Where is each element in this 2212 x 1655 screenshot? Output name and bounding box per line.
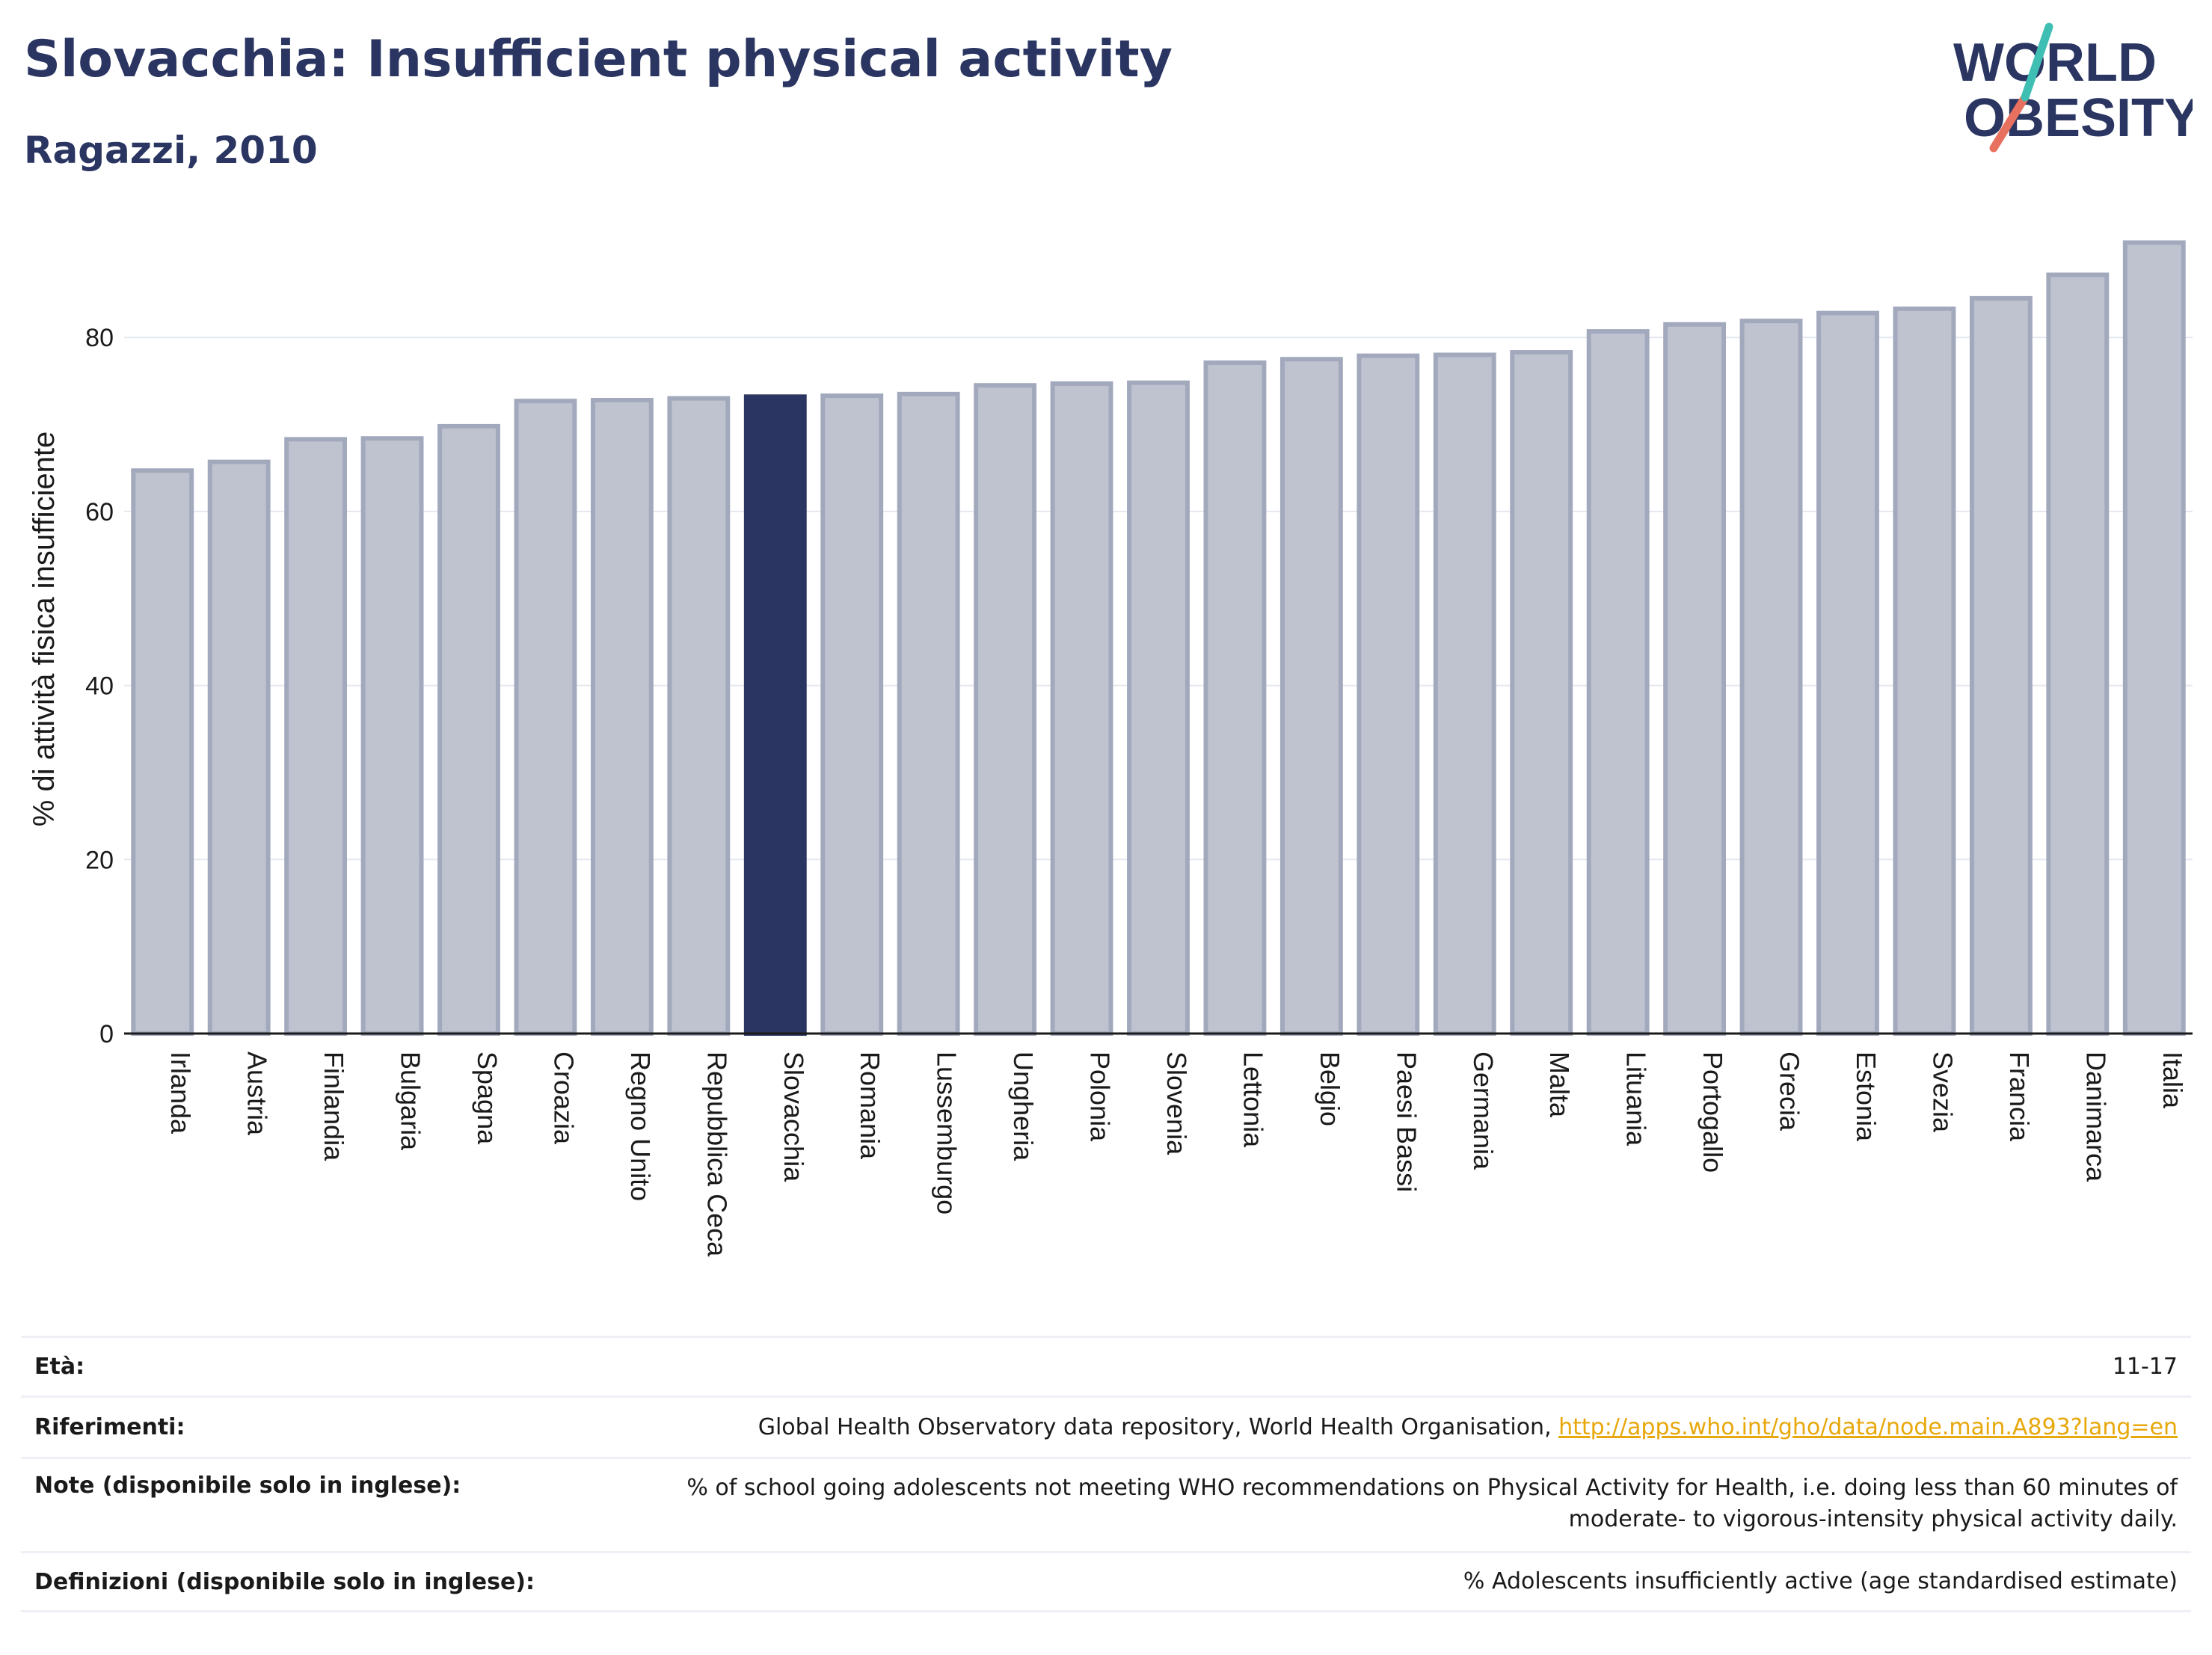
y-tick-label: 40 [85, 672, 114, 701]
bar-croazia [514, 399, 577, 1036]
bar-slovenia [1127, 380, 1190, 1037]
x-tick-label: Romania [855, 1051, 885, 1160]
bar-irlanda [131, 468, 194, 1036]
logo-line-1: WORLD [1953, 33, 2157, 93]
x-tick-label: Croazia [548, 1051, 579, 1145]
bar-italia [2122, 240, 2186, 1036]
x-tick-label: Paesi Bassi [1391, 1051, 1422, 1192]
x-tick-label: Slovenia [1161, 1051, 1192, 1155]
x-tick-label: Lettonia [1238, 1051, 1268, 1148]
bar-lettonia [1203, 360, 1267, 1036]
bar-francia [1969, 295, 2033, 1037]
page-subtitle: Ragazzi, 2010 [24, 129, 318, 172]
bar-bulgaria [360, 436, 424, 1036]
info-label-definitions: Definizioni (disponibile solo in inglese… [34, 1568, 535, 1595]
x-tick-label: Bulgaria [396, 1051, 426, 1151]
info-row-references: Riferimenti: Global Health Observatory d… [21, 1395, 2191, 1457]
x-tick-label: Estonia [1851, 1051, 1881, 1142]
bar-svezia [1893, 306, 1956, 1036]
info-label-age: Età: [34, 1354, 85, 1380]
x-tick-label: Regno Unito [625, 1051, 656, 1201]
info-row-definitions: Definizioni (disponibile solo in inglese… [21, 1551, 2191, 1612]
info-value-notes: % of school going adolescents not meetin… [686, 1475, 2178, 1532]
x-tick-label: Irlanda [165, 1051, 196, 1134]
bars-layer [131, 240, 2186, 1037]
x-tick-label: Danimarca [2080, 1051, 2111, 1182]
x-tick-label: Malta [1544, 1051, 1575, 1118]
bar-austria [207, 459, 271, 1036]
bar-paesi-bassi [1357, 353, 1420, 1036]
info-row-age: Età: 11-17 [21, 1336, 2191, 1395]
bar-portogallo [1663, 322, 1727, 1036]
world-obesity-logo: WORLD OBESITY [1953, 22, 2193, 153]
y-tick-label: 80 [85, 324, 114, 352]
bar-spagna [437, 423, 500, 1036]
x-tick-label: Austria [242, 1051, 273, 1136]
bar-repubblica-ceca [667, 396, 731, 1036]
bar-grecia [1739, 319, 1803, 1037]
x-tick-label: Grecia [1775, 1051, 1805, 1132]
y-tick-label: 20 [85, 846, 114, 874]
x-tick-label: Portogallo [1698, 1051, 1728, 1173]
bar-lussemburgo [897, 391, 960, 1036]
bar-germania [1433, 352, 1496, 1037]
bar-regno-unito [590, 398, 654, 1036]
references-link[interactable]: http://apps.who.int/gho/data/node.main.A… [1558, 1413, 2178, 1440]
x-tick-label: Lituania [1621, 1051, 1652, 1146]
logo-slash-coral [1989, 93, 2030, 153]
logo-slash-teal [2021, 22, 2053, 102]
x-tick-label: Italia [2157, 1051, 2188, 1109]
x-tick-label: Finlandia [319, 1051, 349, 1161]
bar-polonia [1050, 381, 1113, 1036]
y-tick-label: 0 [99, 1020, 114, 1048]
page-title: Slovacchia: Insufficient physical activi… [24, 30, 1173, 89]
x-tick-label: Belgio [1315, 1051, 1345, 1126]
x-tick-label: Lussemburgo [932, 1051, 962, 1215]
x-tick-label: Slovacchia [778, 1051, 809, 1182]
bar-estonia [1816, 310, 1879, 1036]
bar-slovacchia [743, 394, 807, 1036]
bar-chart: 0 20 40 60 80 % di attività fisica insufficie… [28, 240, 2193, 1257]
x-tick-label: Polonia [1085, 1051, 1116, 1142]
y-tick-label: 60 [85, 498, 114, 526]
info-value-age: 11-17 [2112, 1353, 2178, 1380]
x-tick-label: Repubblica Ceca [701, 1051, 732, 1257]
bar-belgio [1279, 357, 1343, 1037]
bar-lituania [1586, 329, 1650, 1037]
bar-malta [1510, 350, 1573, 1036]
x-tick-label: Ungheria [1008, 1051, 1039, 1161]
info-label-notes: Note (disponibile solo in inglese): [34, 1473, 461, 1499]
bar-finlandia [284, 437, 348, 1036]
x-tick-label: Spagna [472, 1051, 503, 1145]
bar-ungheria [974, 383, 1037, 1036]
info-row-notes: Note (disponibile solo in inglese): % of… [21, 1457, 2191, 1551]
bar-danimarca [2046, 272, 2110, 1037]
x-tick-label: Germania [1468, 1051, 1499, 1170]
info-label-references: Riferimenti: [34, 1414, 185, 1440]
y-axis-title: % di attività fisica insufficiente [28, 432, 61, 826]
info-table: Età: 11-17 Riferimenti: Global Health Ob… [21, 1336, 2191, 1612]
axis-layer: 0 20 40 60 80 % di attività fisica insufficie… [28, 324, 2193, 1257]
bar-romania [820, 393, 884, 1036]
info-value-references: Global Health Observatory data repositor… [215, 1412, 2178, 1443]
x-tick-label: Svezia [1927, 1051, 1958, 1133]
x-tick-label: Francia [2004, 1051, 2035, 1142]
references-text: Global Health Observatory data repositor… [758, 1413, 1559, 1440]
info-value-definitions: % Adolescents insufficiently active (age… [1463, 1568, 2178, 1594]
